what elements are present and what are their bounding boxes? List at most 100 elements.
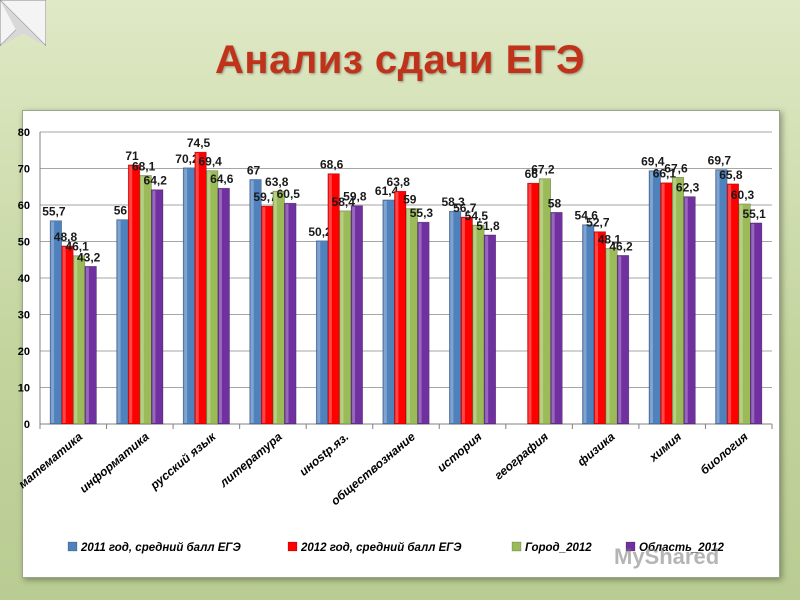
bar-highlight <box>450 212 454 423</box>
legend-swatch <box>287 541 298 552</box>
data-label: 55,7 <box>42 205 66 219</box>
data-label: 62,3 <box>676 181 700 195</box>
legend-label: 2012 год, средний балл ЕГЭ <box>300 542 462 554</box>
bar <box>648 170 661 425</box>
bar-highlight <box>739 204 743 423</box>
data-label: 55,1 <box>742 207 766 221</box>
bar <box>483 234 497 425</box>
data-label: 56,7 <box>453 201 477 215</box>
bar-highlight <box>728 184 732 423</box>
bar <box>538 178 551 425</box>
legend-swatch <box>625 541 636 552</box>
bar-highlight <box>418 223 422 423</box>
bar-highlight <box>85 267 89 423</box>
data-label: 71 <box>125 149 139 163</box>
bar-highlight <box>262 207 266 423</box>
bar-highlight <box>184 168 188 423</box>
data-label: 59,7 <box>253 190 277 204</box>
y-tick-label: 10 <box>18 383 30 395</box>
bar-highlight <box>661 183 665 423</box>
bar-highlight <box>207 171 211 423</box>
bar-highlight <box>485 235 489 423</box>
bar-highlight <box>461 218 465 423</box>
data-label: 52,7 <box>586 216 610 230</box>
bar-highlight <box>250 180 254 423</box>
bar-highlight <box>328 174 332 423</box>
category-label: физика <box>575 429 618 468</box>
bar <box>284 202 297 425</box>
legend-label: 2011 год, средний балл ЕГЭ <box>80 542 241 554</box>
bar <box>151 189 164 425</box>
data-label: 55,3 <box>410 206 434 220</box>
data-label: 50,2 <box>308 225 332 239</box>
bar-highlight <box>51 221 55 423</box>
data-label: 69,7 <box>708 154 732 168</box>
data-label: 68,6 <box>320 158 344 172</box>
category-label: русский язык <box>147 429 219 493</box>
data-label: 59 <box>403 193 417 207</box>
bar-highlight <box>540 179 544 423</box>
bar-highlight <box>395 192 399 423</box>
bar-highlight <box>218 189 222 423</box>
bar <box>605 248 618 425</box>
bar-highlight <box>285 204 289 423</box>
data-label: 65,8 <box>719 168 743 182</box>
category-label: литература <box>216 429 285 490</box>
bar <box>217 187 230 425</box>
category-label: история <box>434 430 484 475</box>
bar-highlight <box>673 178 677 423</box>
bar-highlight <box>473 226 477 423</box>
data-label: 58,3 <box>441 195 465 209</box>
data-label: 58 <box>548 196 562 210</box>
data-label: 69,4 <box>641 155 665 169</box>
bar-highlight <box>716 170 720 423</box>
bar <box>84 266 97 425</box>
data-label: 67,2 <box>531 163 555 177</box>
bar-highlight <box>528 184 532 423</box>
data-label: 66,1 <box>653 167 677 181</box>
bar-highlight <box>74 256 78 423</box>
data-label: 58,4 <box>332 195 356 209</box>
bar <box>417 221 430 425</box>
data-label: 69,4 <box>198 155 222 169</box>
y-tick-label: 80 <box>18 127 30 139</box>
data-label: 43,2 <box>77 250 101 264</box>
bar-highlight <box>595 232 599 423</box>
y-tick-label: 70 <box>18 164 30 176</box>
data-label: 67 <box>247 163 261 177</box>
bar-highlight <box>140 176 144 423</box>
bar-highlight <box>551 213 555 423</box>
data-label: 54,5 <box>465 209 489 223</box>
bar-highlight <box>684 197 688 423</box>
bar <box>616 255 630 425</box>
data-label: 48,8 <box>54 230 78 244</box>
bar-highlight <box>317 241 321 423</box>
data-label: 64,2 <box>144 174 168 188</box>
bar <box>550 212 563 425</box>
bar <box>750 222 763 425</box>
bar-highlight <box>273 192 277 423</box>
y-tick-label: 40 <box>18 273 30 285</box>
bar-highlight <box>195 153 199 423</box>
slide-title: Анализ сдачи ЕГЭ <box>215 38 585 82</box>
data-label: 51,8 <box>476 219 500 233</box>
bar-highlight <box>117 220 121 423</box>
data-label: 74,5 <box>187 136 211 150</box>
legend-swatch <box>67 541 78 552</box>
data-label: 63,8 <box>387 175 411 189</box>
data-label: 46,1 <box>65 240 89 254</box>
data-label: 60,3 <box>731 188 755 202</box>
bar-highlight <box>352 206 356 423</box>
y-tick-label: 50 <box>18 237 30 249</box>
legend-label: Область_2012 <box>639 542 724 554</box>
y-tick-label: 0 <box>24 419 30 431</box>
category-label: инostр.яз. <box>297 430 352 479</box>
data-label: 68,1 <box>132 159 156 173</box>
y-tick-label: 60 <box>18 200 30 212</box>
bar-highlight <box>407 209 410 423</box>
page-curl-top-right <box>0 0 46 46</box>
legend-label: Город_2012 <box>525 542 592 554</box>
y-tick-label: 20 <box>18 346 30 358</box>
bar-highlight <box>152 190 156 423</box>
